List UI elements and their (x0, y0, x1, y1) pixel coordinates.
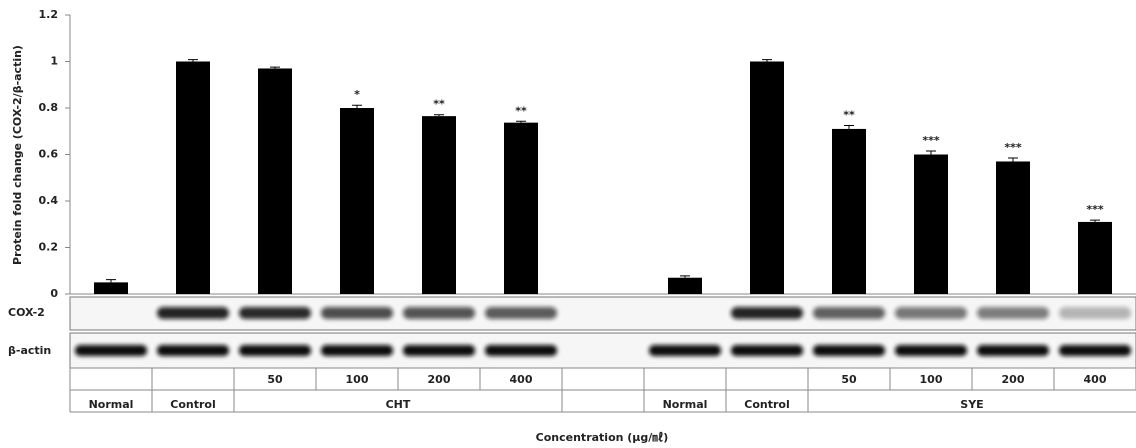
actin-band (239, 345, 311, 356)
cox2-band (485, 307, 557, 319)
blot-label: COX-2 (8, 306, 45, 319)
significance: ** (843, 108, 855, 121)
significance: *** (1086, 203, 1104, 216)
x-tick-label: 100 (346, 373, 369, 386)
actin-band (813, 345, 885, 356)
bar (914, 155, 948, 295)
actin-band (649, 345, 721, 356)
significance: * (354, 88, 360, 101)
bar (1078, 222, 1112, 294)
y-tick-label: 0.8 (39, 101, 59, 114)
error-bar (106, 280, 116, 283)
x-tick-label: 400 (1084, 373, 1107, 386)
significance: *** (1004, 141, 1022, 154)
bar (176, 62, 210, 295)
error-bar (352, 105, 362, 108)
significance: ** (515, 104, 527, 117)
error-bar (844, 125, 854, 128)
cox2-band (1059, 307, 1131, 319)
actin-band (731, 345, 803, 356)
y-tick-label: 0.6 (39, 148, 59, 161)
x-tick-label: 100 (920, 373, 943, 386)
actin-band (1059, 345, 1131, 356)
cox2-band (977, 307, 1049, 319)
error-bar (926, 151, 936, 154)
cox2-band (895, 307, 967, 319)
blot-panel (70, 297, 1136, 330)
x-tick-label: 50 (841, 373, 857, 386)
actin-band (485, 345, 557, 356)
y-tick-label: 1.2 (39, 8, 59, 21)
error-bar (1008, 158, 1018, 161)
group-label: CHT (386, 398, 411, 411)
cox2-band (157, 307, 229, 319)
bar (94, 282, 128, 294)
blot-panel (70, 333, 1136, 368)
bar (504, 123, 538, 294)
x-tick-label: 50 (267, 373, 283, 386)
group-label: Normal (89, 398, 134, 411)
cox2-band (731, 307, 803, 319)
error-bar (516, 121, 526, 122)
chart: Protein fold change (COX-2/β-actin) Conc… (0, 0, 1136, 448)
error-bar (1090, 220, 1100, 222)
error-bar (188, 60, 198, 62)
significance: ** (433, 98, 445, 111)
y-tick-label: 0 (50, 287, 58, 300)
bar (668, 278, 702, 294)
blot-label: β-actin (8, 344, 51, 357)
y-tick-label: 0.2 (39, 241, 59, 254)
group-label: Control (744, 398, 789, 411)
x-tick-label: 200 (1002, 373, 1025, 386)
error-bar (434, 115, 444, 116)
actin-band (75, 345, 147, 356)
x-tick-label: 400 (510, 373, 533, 386)
group-label: SYE (960, 398, 983, 411)
bar (832, 129, 866, 294)
bar (422, 116, 456, 294)
error-bar (270, 67, 280, 68)
actin-band (895, 345, 967, 356)
actin-band (157, 345, 229, 356)
significance: *** (922, 134, 940, 147)
group-label: Normal (663, 398, 708, 411)
bar (750, 62, 784, 295)
bar (340, 108, 374, 294)
x-axis-title: Concentration (μg/㎖) (536, 431, 669, 444)
y-tick-label: 0.4 (39, 194, 59, 207)
y-tick-label: 1 (50, 55, 58, 68)
bar (258, 68, 292, 294)
actin-band (403, 345, 475, 356)
bar (996, 161, 1030, 294)
y-axis-title: Protein fold change (COX-2/β-actin) (11, 45, 24, 265)
error-bar (680, 276, 690, 278)
actin-band (321, 345, 393, 356)
cox2-band (321, 307, 393, 319)
error-bar (762, 60, 772, 62)
group-label: Control (170, 398, 215, 411)
cox2-band (403, 307, 475, 319)
actin-band (977, 345, 1049, 356)
cox2-band (239, 307, 311, 319)
cox2-band (813, 307, 885, 319)
x-tick-label: 200 (428, 373, 451, 386)
